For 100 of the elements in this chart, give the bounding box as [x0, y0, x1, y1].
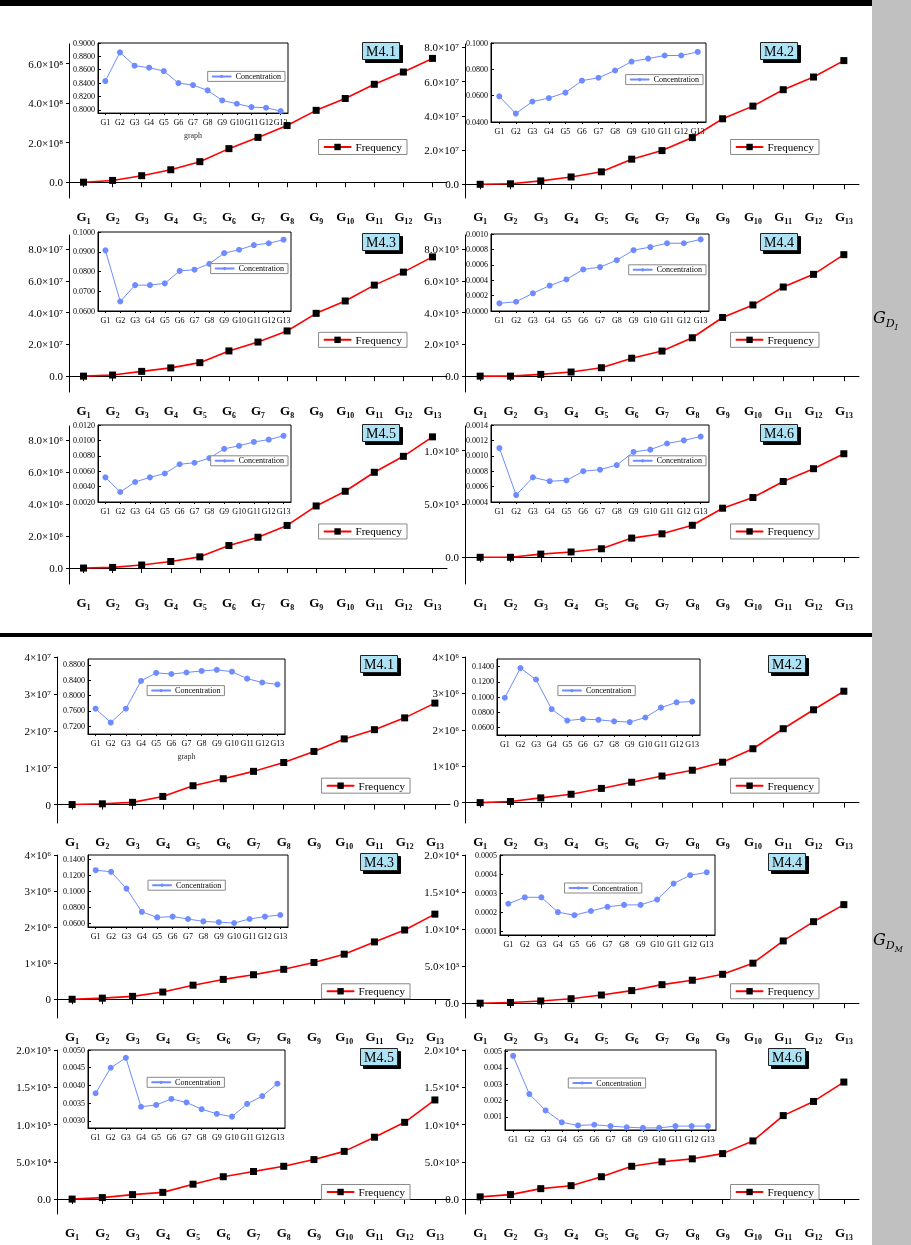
x-tick-label: G11 [240, 1132, 254, 1142]
y-tick-label: 4.0×10⁵ [424, 306, 460, 319]
y-tick-label: 1.0×10⁵ [16, 1118, 52, 1131]
x-tick-label: G5 [152, 931, 163, 941]
x-tick-label: G₆ [624, 403, 639, 418]
point [138, 677, 145, 684]
point [102, 78, 109, 85]
y-tick-label: 0.0004 [466, 497, 488, 507]
x-tick-label: G₃ [125, 1225, 140, 1240]
point [138, 908, 145, 915]
x-tick-label: G₈ [685, 403, 700, 418]
x-tick-label: G13 [693, 506, 708, 516]
x-tick-label: G9 [219, 315, 230, 325]
x-tick-label: G₁ [473, 1029, 488, 1044]
x-tick-label: G₇ [654, 1225, 670, 1240]
y-tick-label: 0.9000 [73, 38, 95, 48]
x-tick-label: G₁₀ [743, 595, 762, 610]
y-tick-label: 1×10⁶ [432, 760, 460, 773]
x-tick-label: G10 [643, 506, 658, 516]
x-tick-label: G₇ [654, 1029, 670, 1044]
point [277, 108, 284, 115]
x-tick-label: G₆ [216, 834, 231, 849]
x-tick-label: G₇ [250, 595, 266, 610]
x-tick-label: G11 [660, 506, 674, 516]
legend-label: Concentration [592, 883, 638, 893]
x-tick-label: G1 [494, 126, 505, 136]
y-tick-label: 0.0600 [63, 918, 85, 928]
x-tick-label: G₂ [503, 834, 518, 849]
y-tick-label: 0.0001 [475, 926, 497, 936]
x-tick-label: G10 [229, 117, 244, 127]
x-tick-label: G1 [90, 738, 101, 748]
y-tick-label: 0.0 [37, 1193, 52, 1206]
point [529, 474, 536, 481]
x-tick-label: G3 [120, 1132, 131, 1142]
y-tick-label: 2.0×10⁵ [16, 1044, 52, 1056]
x-tick-label: G₈ [685, 1029, 700, 1044]
point [575, 1122, 582, 1129]
x-tick-label: G₁₀ [336, 209, 355, 224]
point [263, 104, 270, 111]
x-tick-label: G2 [105, 738, 116, 748]
point [190, 82, 196, 89]
legend-label: Frequency [767, 333, 815, 346]
x-tick-label: G₈ [280, 209, 295, 224]
x-tick-label: G10 [232, 315, 246, 325]
x-tick-label: G8 [204, 315, 215, 325]
x-tick-label: G₂ [95, 1029, 110, 1044]
y-tick-label: 0.0080 [73, 451, 95, 461]
x-tick-label: G₈ [276, 834, 291, 849]
legend-label: Frequency [767, 140, 815, 153]
x-tick-label: G₁₁ [365, 403, 384, 418]
x-tick-label: G3 [527, 126, 538, 136]
y-tick-label: 0.002 [484, 1096, 502, 1106]
point [630, 247, 637, 254]
x-tick-label: G4 [145, 506, 155, 516]
y-tick-label: 5.0×10³ [424, 1155, 460, 1168]
y-tick-label: 5.0×10⁵ [424, 497, 460, 510]
point [697, 236, 704, 243]
point [191, 266, 198, 273]
point [688, 1123, 695, 1130]
x-tick-label: G₂ [503, 209, 518, 224]
y-tick-label: 2.0×10⁵ [424, 338, 460, 351]
point [571, 912, 578, 919]
x-tick-label: G₉ [715, 1029, 730, 1044]
x-tick-label: G₄ [155, 1029, 170, 1044]
x-tick-label: G5 [159, 315, 170, 325]
y-tick-label: 0.005 [484, 1047, 502, 1057]
x-tick-label: G₁ [65, 834, 80, 849]
x-tick-label: G5 [151, 1132, 162, 1142]
point [154, 914, 161, 921]
point [265, 240, 272, 247]
point [231, 920, 238, 926]
x-tick-label: G₁₁ [365, 834, 384, 849]
y-tick-label: 2.0×10⁴ [424, 1044, 460, 1056]
x-tick-label: G5 [573, 1134, 583, 1144]
y-tick-label: 5.0×10³ [424, 960, 460, 973]
y-tick-label: 0.1000 [472, 692, 494, 702]
x-tick-label: G11 [240, 738, 254, 748]
x-tick-label: G₉ [306, 1029, 322, 1044]
y-tick-label: 0.0002 [475, 907, 497, 917]
x-tick-label: G₃ [125, 834, 140, 849]
y-tick-label: 0.1000 [73, 227, 95, 237]
x-tick-label: G₁ [473, 403, 488, 418]
point [613, 462, 620, 469]
x-tick-label: G6 [577, 739, 588, 749]
x-tick-label: G₅ [594, 209, 609, 224]
x-tick-label: G₁₀ [335, 834, 354, 849]
y-tick-label: 0.0006 [466, 482, 488, 492]
x-tick-label: G₃ [134, 209, 149, 224]
x-tick-label: G₅ [186, 1225, 201, 1240]
x-tick-label: G₄ [564, 1029, 579, 1044]
x-tick-label: G₄ [163, 595, 178, 610]
point [672, 1123, 679, 1130]
legend-label: Frequency [355, 333, 403, 346]
x-tick-label: G₁ [65, 1225, 80, 1240]
point [597, 264, 603, 271]
point [546, 282, 553, 289]
x-tick-label: G₅ [186, 1029, 201, 1044]
x-tick-label: G₉ [306, 834, 322, 849]
point [680, 437, 687, 444]
y-tick-label: 0.0012 [466, 435, 488, 445]
